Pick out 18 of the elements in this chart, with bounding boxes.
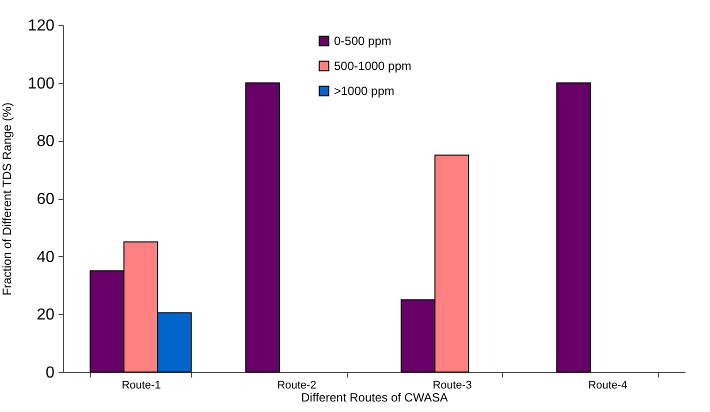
y-tick-label: 20: [36, 306, 55, 324]
y-tick-label: 80: [36, 133, 55, 150]
bar: [556, 82, 591, 372]
x-tick-label: Route-1: [122, 380, 161, 392]
y-axis-title: Fraction of Different TDS Range (%): [0, 102, 14, 296]
legend-label: 500-1000 ppm: [334, 59, 412, 73]
y-tick-label: 120: [28, 18, 55, 34]
x-tick-label: Route-2: [277, 380, 316, 392]
y-tick-label: 100: [28, 75, 55, 92]
y-tick-label: 60: [36, 191, 55, 208]
x-tick-label: Route-4: [588, 380, 628, 392]
legend-label: 0-500 ppm: [334, 34, 392, 48]
bar: [245, 82, 280, 372]
y-tick-label: 0: [46, 364, 55, 382]
x-axis-title: Different Routes of CWASA: [301, 390, 448, 404]
legend-label: >1000 ppm: [334, 84, 394, 98]
x-tick-label: Route-3: [432, 380, 472, 392]
y-tick-label: 40: [36, 248, 55, 266]
